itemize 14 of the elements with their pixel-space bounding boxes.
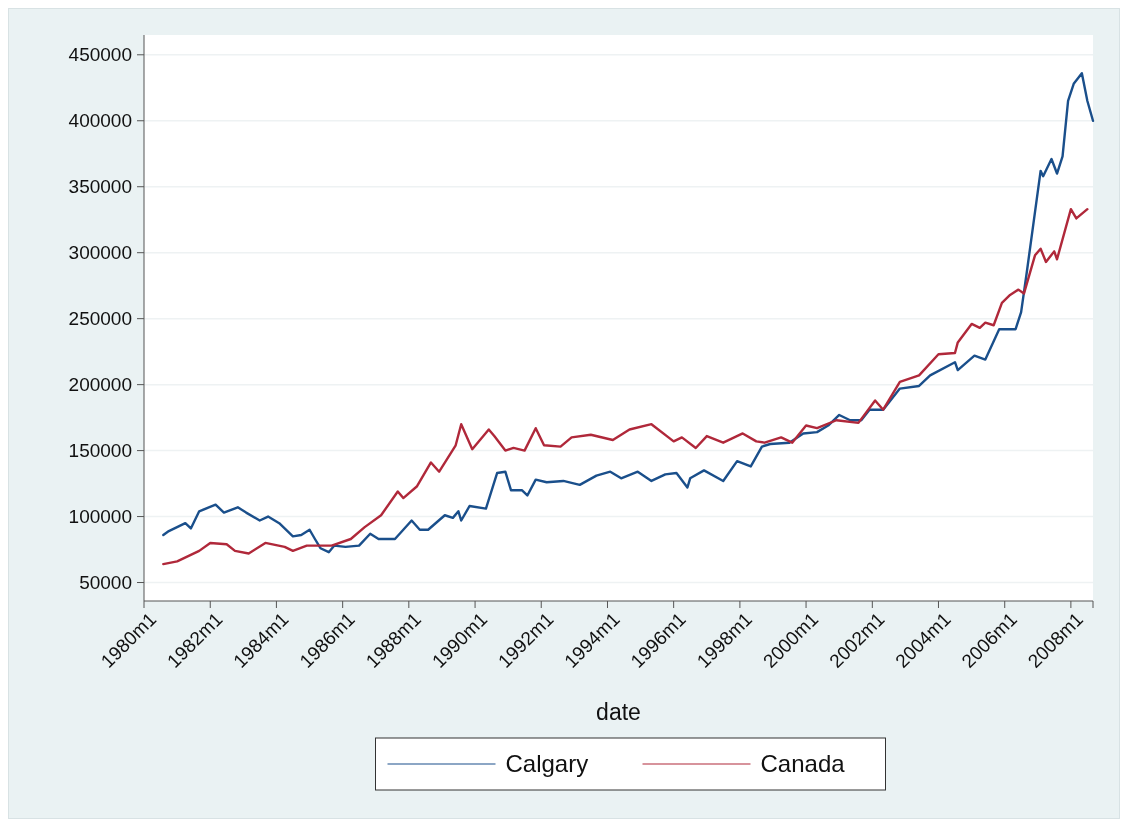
legend-label: Canada	[760, 750, 846, 778]
y-tick-label: 250000	[68, 308, 132, 330]
line-series	[162, 207, 1089, 566]
line-series	[162, 72, 1095, 554]
y-tick-label: 50000	[79, 572, 132, 594]
y-tick-label: 200000	[68, 374, 132, 396]
legend-label: Calgary	[505, 750, 589, 778]
x-axis-title: date	[596, 699, 641, 725]
y-tick-label: 400000	[68, 110, 132, 132]
y-tick-label: 350000	[68, 176, 132, 198]
y-tick-label: 450000	[68, 44, 132, 66]
y-tick-label: 100000	[68, 506, 132, 528]
y-tick-label: 150000	[68, 440, 132, 462]
y-tick-label: 300000	[68, 242, 132, 264]
